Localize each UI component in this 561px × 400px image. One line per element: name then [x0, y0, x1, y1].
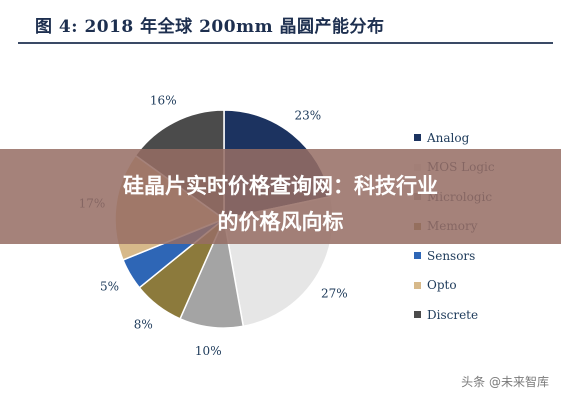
chart-title: 图 4: 2018 年全球 200mm 晶圆产能分布 — [35, 17, 385, 37]
slice-label-micrologic: 10% — [195, 344, 222, 358]
legend-label-sensors: Sensors — [427, 248, 476, 263]
source-watermark: 头条 @未来智库 — [461, 375, 549, 389]
legend-label-discrete: Discrete — [427, 307, 479, 322]
banner-headline-line-1: 硅晶片实时价格查询网：科技行业 — [123, 174, 438, 198]
legend-swatch-discrete — [414, 311, 421, 319]
overlay-banner — [0, 149, 561, 244]
slice-label-memory: 8% — [134, 318, 153, 332]
slice-label-sensors: 5% — [100, 280, 119, 294]
title-rule — [18, 42, 553, 44]
banner-headline-line-2: 的价格风向标 — [217, 210, 344, 234]
legend-item-sensors: Sensors — [414, 241, 495, 271]
legend-swatch-opto — [414, 281, 421, 289]
slice-label-analog: 23% — [294, 109, 321, 123]
slice-label-discrete: 16% — [150, 94, 177, 108]
legend-swatch-sensors — [414, 252, 421, 260]
legend-item-opto: Opto — [414, 271, 495, 301]
legend-label-opto: Opto — [427, 278, 457, 293]
legend-item-discrete: Discrete — [414, 300, 495, 330]
slice-label-mos-logic: 27% — [321, 286, 348, 300]
legend-swatch-analog — [414, 134, 421, 142]
legend-item-analog: Analog — [414, 123, 495, 153]
legend-label-analog: Analog — [427, 130, 470, 145]
